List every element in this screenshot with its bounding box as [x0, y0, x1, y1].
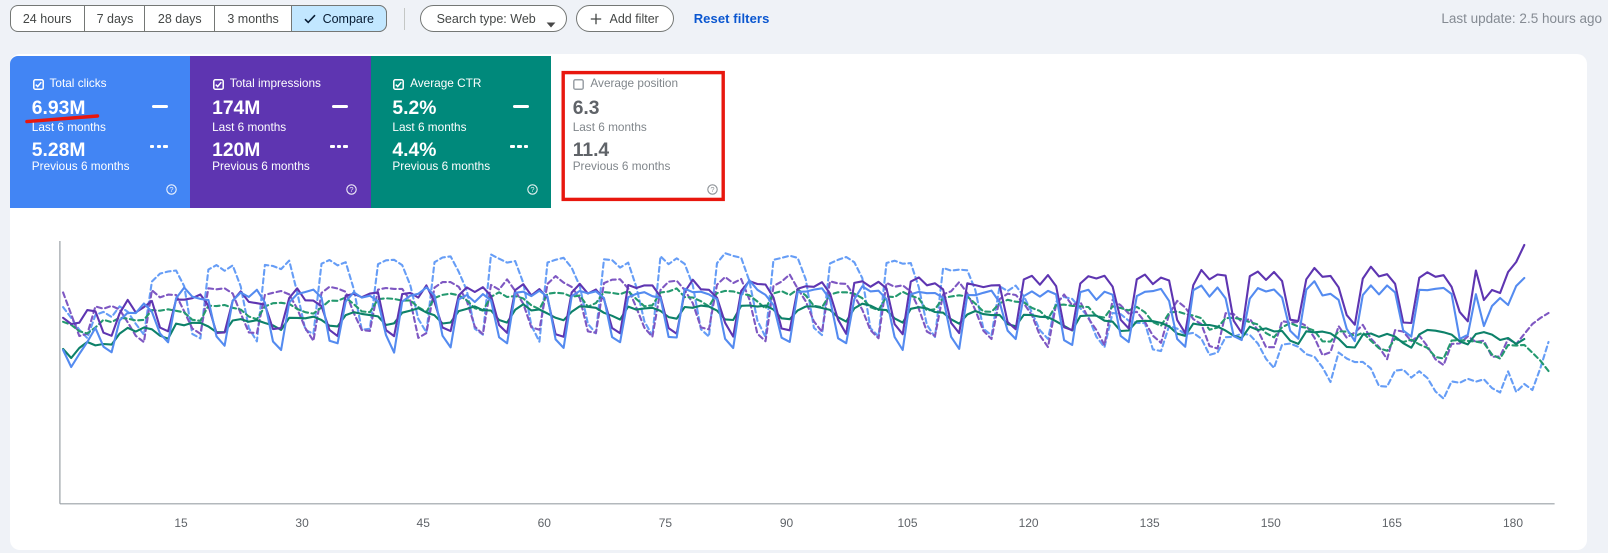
svg-text:?: ?	[169, 185, 173, 194]
svg-text:150: 150	[1261, 516, 1281, 530]
svg-text:135: 135	[1140, 516, 1160, 530]
svg-text:15: 15	[174, 516, 188, 530]
svg-text:120: 120	[1019, 516, 1039, 530]
svg-text:?: ?	[710, 185, 714, 194]
svg-text:105: 105	[897, 516, 917, 530]
svg-text:?: ?	[530, 185, 534, 194]
svg-text:30: 30	[295, 516, 309, 530]
svg-text:75: 75	[659, 516, 673, 530]
svg-text:45: 45	[417, 516, 431, 530]
svg-text:90: 90	[780, 516, 794, 530]
svg-text:60: 60	[538, 516, 552, 530]
svg-text:165: 165	[1382, 516, 1402, 530]
svg-text:?: ?	[350, 185, 354, 194]
svg-text:180: 180	[1503, 516, 1523, 530]
